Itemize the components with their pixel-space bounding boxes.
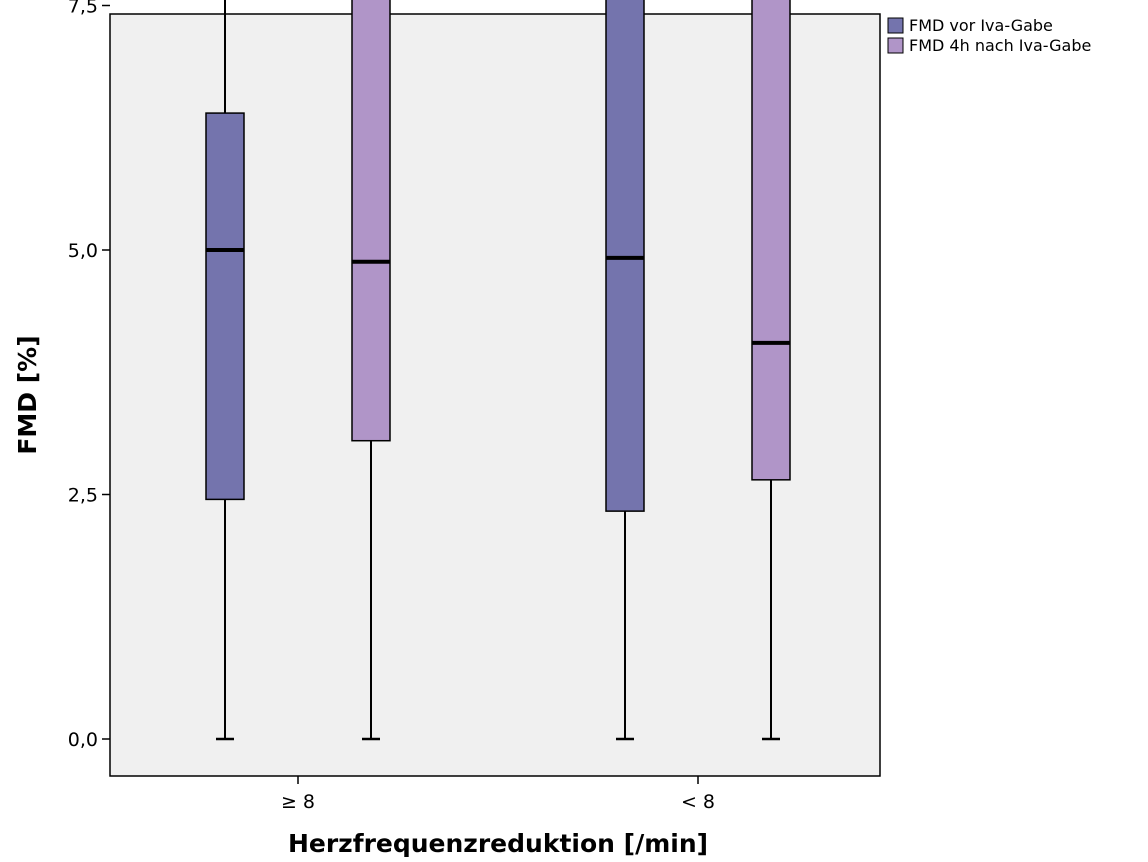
iqr-box [751,0,791,481]
legend-swatch [887,17,904,34]
y-tick-label: 5,0 [68,240,98,262]
y-tick-label: 2,5 [68,485,98,507]
box-1-1 [751,0,791,741]
x-tick-label: ≥ 8 [281,791,315,813]
legend-label: FMD vor Iva-Gabe [909,16,1053,35]
legend-label: FMD 4h nach Iva-Gabe [909,36,1091,55]
y-tick-label: 0,0 [68,729,98,751]
boxes [205,0,791,741]
y-axis-title: FMD [%] [13,335,42,454]
iqr-box [351,0,391,442]
box-0-1 [605,0,645,741]
box-1-0 [351,0,391,741]
y-tick-label: 7,5 [68,0,98,18]
iqr-box [605,0,645,512]
y-axis: 0,02,55,07,510,012,5 [68,0,110,751]
legend-swatch [887,37,904,54]
x-tick-label: < 8 [681,791,715,813]
x-axis-title: Herzfrequenzreduktion [/min] [288,829,708,858]
x-axis: ≥ 8 < 8 [281,776,715,813]
iqr-box [205,112,245,501]
box-0-0 [205,0,245,741]
